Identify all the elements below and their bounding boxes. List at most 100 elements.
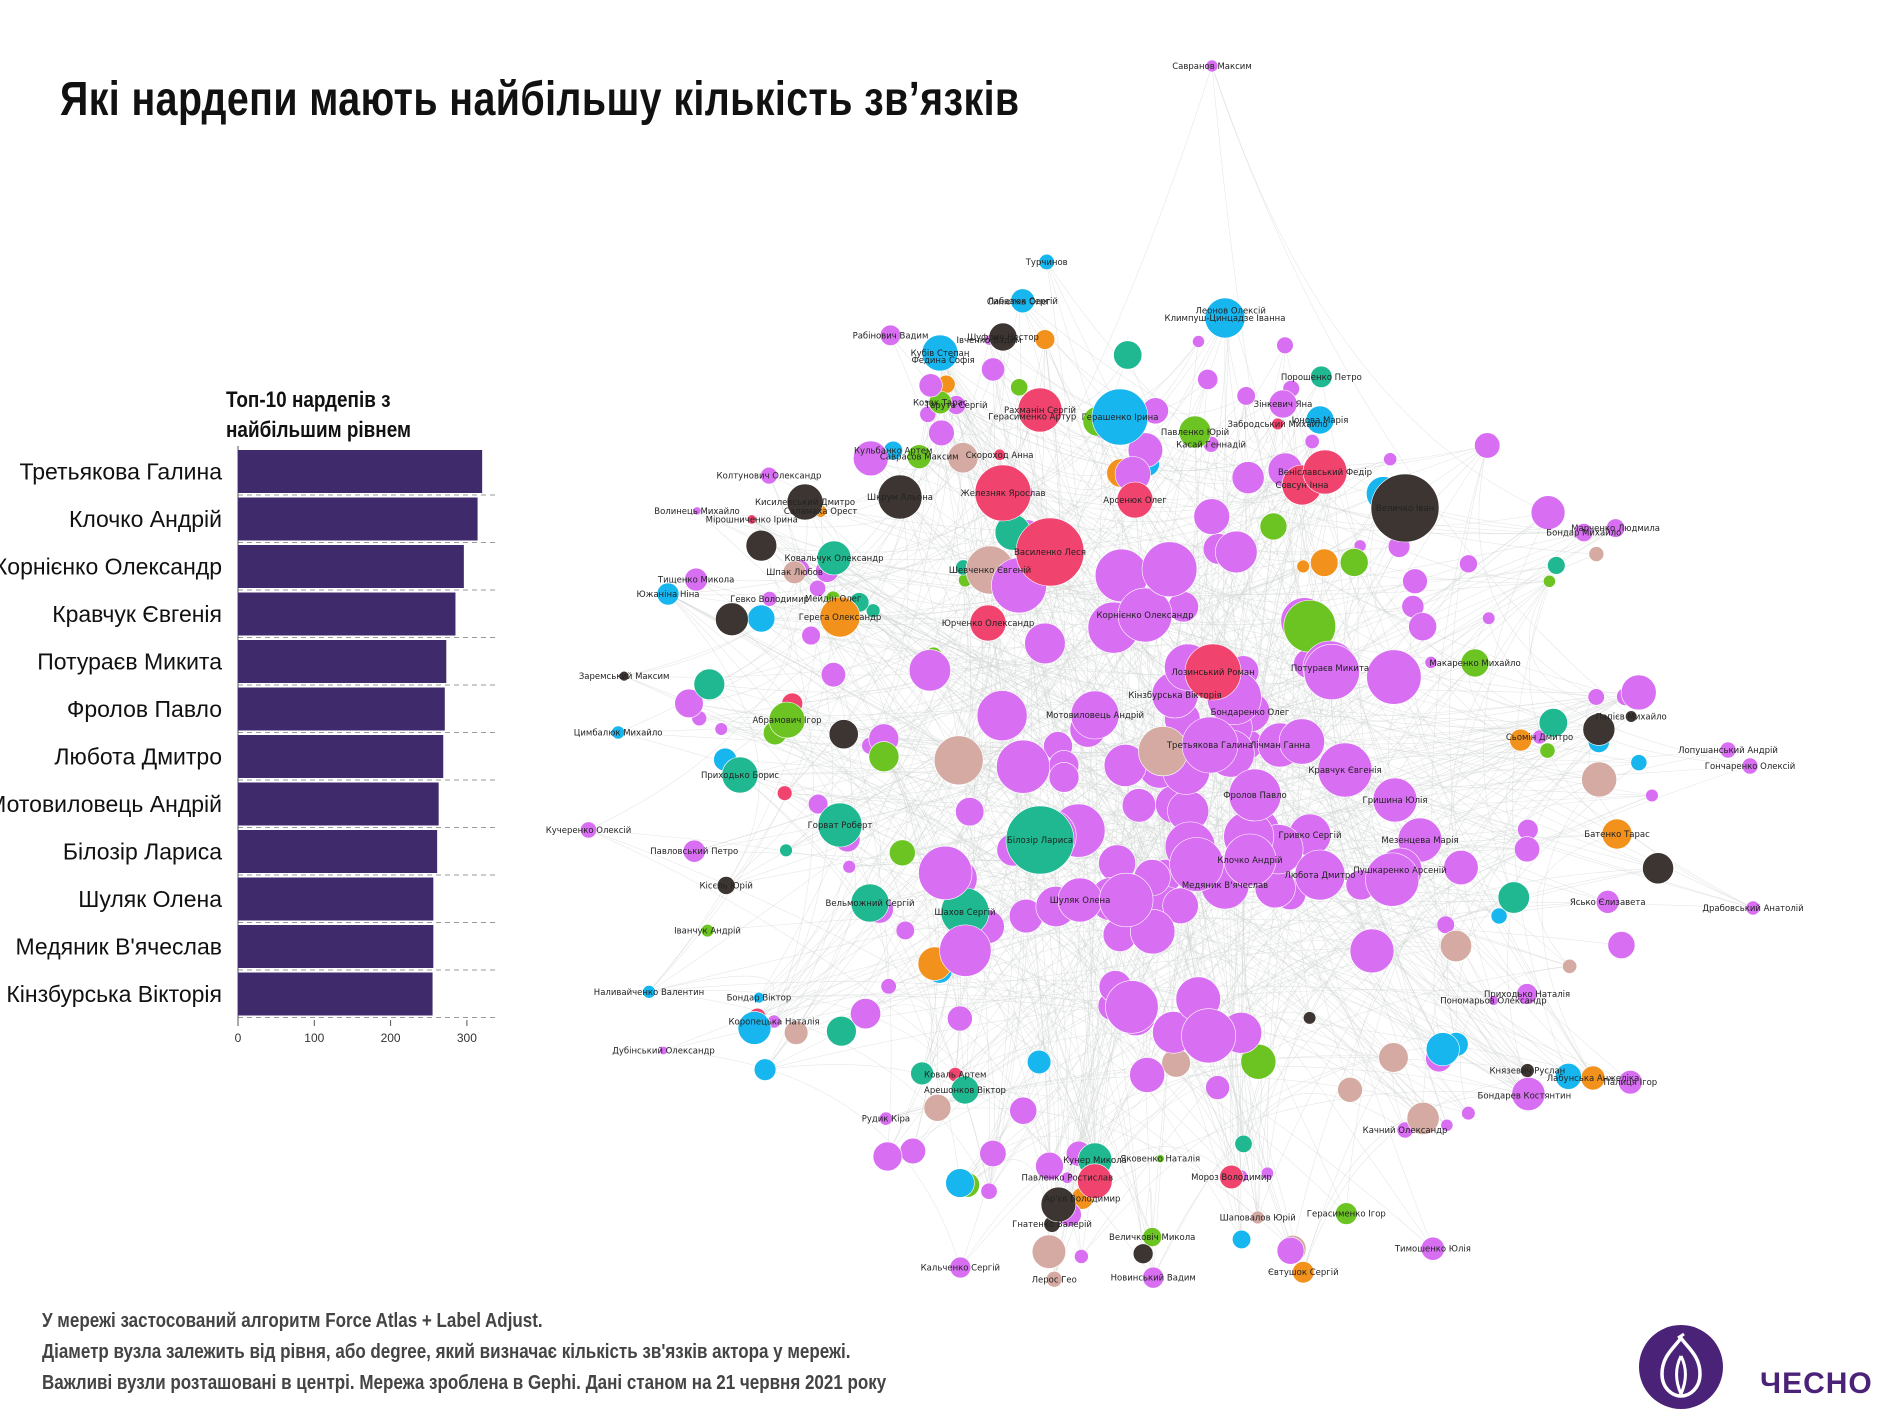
- network-node-label: Новинський Вадим: [1111, 1274, 1196, 1284]
- network-node-label: Павленко Ростислав: [1021, 1174, 1113, 1184]
- bar-label: Потураєв Микита: [37, 649, 222, 675]
- network-edge: [1069, 714, 1097, 1215]
- network-node: [1303, 644, 1360, 701]
- network-node-label: Абрамович Ігор: [752, 716, 821, 726]
- network-edge: [667, 593, 1529, 1095]
- network-node-label: Рабінович Вадим: [853, 331, 929, 341]
- network-node-label: Лічман Ганна: [1250, 741, 1310, 751]
- network-node: [1310, 548, 1339, 577]
- network-node-label: Пономарьов Олександр: [1440, 996, 1547, 1006]
- network-node: [933, 735, 984, 786]
- network-edge: [773, 457, 964, 1022]
- network-edge: [731, 409, 1041, 620]
- network-edge: [1447, 581, 1550, 947]
- network-node-label: Качний Олександр: [1363, 1126, 1448, 1136]
- network-edge: [956, 404, 1488, 474]
- network-node: [1582, 713, 1616, 746]
- network-node: [947, 1005, 973, 1032]
- network-node-label: Коваль Артем: [924, 1071, 986, 1081]
- network-node: [1488, 995, 1499, 1006]
- network-node: [1625, 710, 1638, 723]
- network-node: [809, 579, 827, 597]
- network-node: [880, 978, 897, 995]
- network-node: [899, 1137, 926, 1165]
- network-node-label: Герасименко Ігор: [1307, 1210, 1386, 1220]
- network-node-label: Тищенко Микола: [657, 576, 734, 586]
- network-edge: [839, 667, 1331, 826]
- network-node: [1271, 417, 1284, 431]
- network-edge: [1450, 581, 1550, 868]
- network-node-label: Гришина Юлія: [1363, 796, 1428, 806]
- network-node: [1618, 1070, 1643, 1095]
- network-node-label: Іонова Марія: [1292, 416, 1349, 426]
- network-edge: [959, 897, 1514, 1019]
- page-title: Які нардепи мають найбільшу кількість зв…: [60, 73, 1020, 126]
- network-node-label: Мейдін Олег: [805, 594, 862, 604]
- network-node-label: Герашенко Ірина: [1082, 413, 1159, 423]
- network-node: [850, 883, 890, 923]
- bar-tick-label: 0: [235, 1031, 242, 1045]
- network-node: [1192, 335, 1205, 348]
- network-edge: [1478, 445, 1597, 698]
- network-edge: [1152, 1057, 1394, 1278]
- network-node-label: Зінкевич Яна: [1254, 400, 1313, 410]
- network-node: [819, 596, 861, 638]
- network-edge: [988, 339, 1597, 555]
- network-node: [1231, 461, 1265, 495]
- network-node-label: Павленко Юрій: [1161, 428, 1229, 438]
- network-edge: [1002, 492, 1659, 869]
- network-edge: [1371, 867, 1659, 952]
- network-node: [1155, 1154, 1165, 1163]
- bar: [238, 830, 438, 873]
- network-edge: [987, 926, 1059, 1205]
- bar-label: Корнієнко Олександр: [0, 554, 222, 580]
- network-node: [1460, 648, 1490, 678]
- network-edge: [865, 475, 1336, 1014]
- network-node-label: Шпак Любов: [766, 568, 823, 578]
- network-node: [779, 843, 793, 858]
- network-edge: [1247, 477, 1550, 583]
- network-node: [700, 923, 715, 938]
- network-edge: [1131, 829, 1528, 1008]
- network-node: [923, 1093, 952, 1122]
- network-edge: [758, 384, 947, 998]
- network-node-label: Наливайченко Валентин: [594, 988, 704, 998]
- bar: [238, 545, 464, 588]
- network-node-label: Леонов Олексій: [1196, 306, 1266, 316]
- bar-label: Білозір Лариса: [63, 839, 222, 865]
- network-node: [1228, 768, 1282, 822]
- network-edge: [785, 477, 1249, 851]
- network-node-label: Лозинський Роман: [1171, 668, 1254, 678]
- network-node: [1317, 742, 1373, 798]
- network-edge: [1211, 65, 1549, 513]
- network-node: [1543, 574, 1556, 588]
- bar-label: Кінзбурська Вікторія: [6, 981, 222, 1007]
- network-edge: [1449, 445, 1494, 1001]
- network-node: [1474, 432, 1501, 459]
- network-node: [1061, 1171, 1074, 1184]
- network-node: [1408, 612, 1437, 642]
- network-node: [828, 719, 859, 750]
- network-node-label: Пушкаренко Арсеній: [1353, 866, 1446, 876]
- network-node-label: Євтушок Сергій: [1268, 1268, 1339, 1278]
- network-node: [868, 741, 900, 773]
- network-node-label: Приходько Наталія: [1484, 990, 1570, 1000]
- network-node: [865, 603, 881, 618]
- network-node: [1232, 1229, 1252, 1249]
- network-node: [974, 464, 1032, 522]
- network-edge: [784, 792, 1462, 868]
- logo-text: ЧЕСНО: [1760, 1367, 1873, 1400]
- network-edge: [765, 1064, 1068, 1178]
- network-node-label: Кальченко Сергій: [921, 1264, 1000, 1274]
- network-node: [1581, 761, 1617, 798]
- network-node: [921, 334, 959, 372]
- network-node: [1121, 788, 1157, 823]
- network-edge: [1308, 663, 1444, 1050]
- network-node-label: Князевич Руслан: [1489, 1067, 1565, 1077]
- network-edge: [667, 424, 1103, 595]
- network-node: [642, 985, 656, 999]
- network-edge: [988, 849, 1024, 1192]
- network-node: [1595, 890, 1620, 914]
- network-node: [1223, 833, 1277, 887]
- network-node: [1034, 329, 1056, 350]
